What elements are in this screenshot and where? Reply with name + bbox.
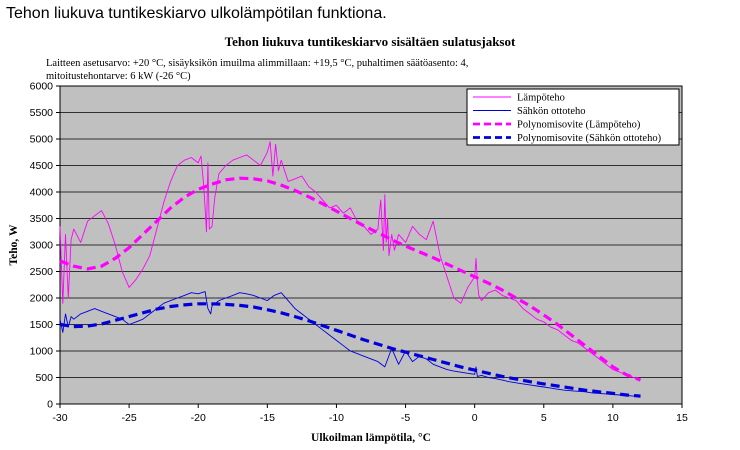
x-tick-label-8: 10 — [607, 412, 619, 424]
chart-subtitle-line-2: mitoitustehontarve: 6 kW (-26 °C) — [46, 71, 191, 82]
legend-box — [466, 88, 680, 146]
y-tick-label-8: 4000 — [30, 187, 54, 199]
x-tick-label-0: -30 — [52, 412, 67, 424]
y-tick-label-4: 2000 — [30, 293, 54, 305]
y-tick-label-10: 5000 — [30, 134, 54, 146]
y-tick-label-12: 6000 — [30, 81, 54, 93]
axes: 0 500 1000 1500 2000 2500 3000 3500 4000 4500 5000… — [30, 81, 688, 425]
x-tick-label-6: 0 — [472, 412, 478, 424]
y-tick-label-3: 1500 — [30, 319, 54, 331]
y-tick-label-2: 1000 — [30, 346, 54, 358]
y-tick-label-7: 3500 — [30, 213, 54, 225]
series-line-polynomisovite-sahkon-ottoteho — [59, 302, 641, 398]
legend-label-sahkon-ottoteho: Sähkön ottoteho — [517, 106, 586, 117]
chart-title: Tehon liukuva tuntikeskiarvo sisältäen s… — [225, 34, 516, 49]
y-tick-label-9: 4500 — [30, 160, 54, 172]
series-lines — [59, 141, 642, 398]
x-tick-label-9: 15 — [676, 412, 688, 424]
x-tick-label-1: -25 — [122, 412, 137, 424]
page-heading: Tehon liukuva tuntikeskiarvo ulkolämpöti… — [6, 5, 387, 22]
y-tick-label-0: 0 — [47, 399, 53, 411]
x-tick-label-5: -5 — [401, 412, 410, 424]
y-tick-label-11: 5500 — [30, 107, 54, 119]
grid-lines — [60, 112, 682, 378]
x-axis-label: Ulkoilman lämpötila, °C — [311, 432, 431, 444]
legend: Lämpöteho Sähkön ottoteho Polynomisovite (… — [466, 88, 680, 146]
legend-label-lampoteho: Lämpöteho — [517, 93, 565, 104]
y-tick-label-1: 500 — [35, 372, 53, 384]
x-tick-label-7: 5 — [541, 412, 547, 424]
x-tick-label-2: -20 — [191, 412, 206, 424]
series-line-sahkon-ottoteho — [59, 291, 641, 397]
y-tick-label-6: 3000 — [30, 240, 54, 252]
legend-label-polynomisovite-lampoteho: Polynomisovite (Lämpöteho) — [517, 120, 641, 131]
y-axis-label: Teho, W — [8, 224, 20, 265]
chart-subtitle-line-1: Laitteen asetusarvo: +20 °C, sisäyksikön… — [46, 58, 468, 69]
x-tick-label-4: -10 — [329, 412, 344, 424]
x-tick-label-3: -15 — [260, 412, 275, 424]
y-tick-label-5: 2500 — [30, 266, 54, 278]
legend-label-polynomisovite-sahkon-ottoteho: Polynomisovite (Sähkön ottoteho) — [517, 133, 662, 144]
series-line-polynomisovite-lampoteho — [59, 176, 642, 382]
